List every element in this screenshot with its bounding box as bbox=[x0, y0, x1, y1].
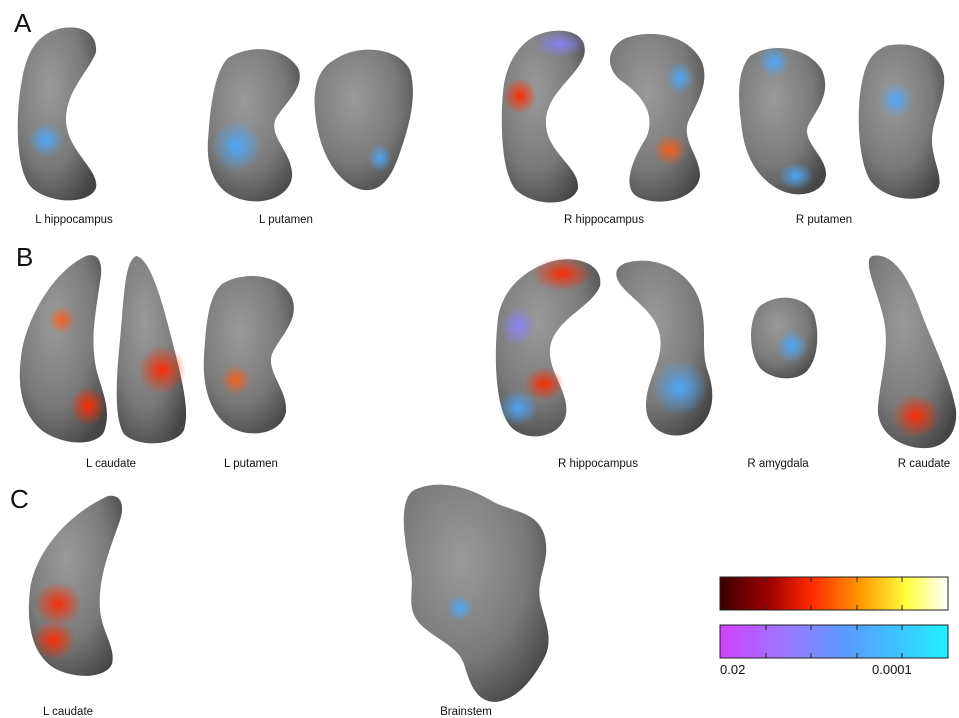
b-r-amygdala-shape bbox=[751, 297, 818, 379]
label-a-l-hippocampus: L hippocampus bbox=[35, 214, 113, 226]
label-c-brainstem: Brainstem bbox=[440, 706, 492, 718]
b-l-caudate-shape bbox=[19, 255, 107, 443]
b-r-hippocampus-second-view-shape bbox=[616, 260, 713, 436]
a-r-hippocampus-shape bbox=[501, 30, 586, 203]
a-r-hippocampus-second-view-shape bbox=[609, 33, 705, 202]
colorbar-ticks bbox=[765, 577, 903, 658]
a-l-putamen-second-view-shape bbox=[314, 49, 413, 191]
panel-letter-c: C bbox=[10, 484, 29, 514]
label-b-r-amygdala: R amygdala bbox=[747, 458, 809, 470]
label-b-l-putamen: L putamen bbox=[224, 458, 278, 470]
colorbar-positive bbox=[719, 576, 949, 611]
b-l-putamen-shape bbox=[203, 275, 294, 434]
a-r-putamen-second-view-shape bbox=[858, 44, 945, 199]
panel-letter-a: A bbox=[14, 8, 32, 38]
label-b-r-hippocampus: R hippocampus bbox=[558, 458, 638, 470]
c-brainstem-shape bbox=[403, 484, 549, 702]
label-a-l-putamen: L putamen bbox=[259, 214, 313, 226]
colorbar-tick-max: 0.0001 bbox=[872, 662, 912, 677]
b-r-caudate-shape bbox=[868, 255, 957, 449]
panel-letter-b: B bbox=[16, 242, 34, 272]
c-l-caudate-shape bbox=[28, 495, 123, 676]
label-c-l-caudate: L caudate bbox=[42, 706, 94, 718]
label-b-l-caudate: L caudate bbox=[85, 458, 137, 470]
colorbar bbox=[719, 576, 949, 659]
label-a-r-putamen: R putamen bbox=[795, 214, 853, 226]
colorbar-negative bbox=[719, 624, 949, 659]
label-b-r-caudate: R caudate bbox=[897, 458, 951, 470]
b-l-caudate-second-view-shape bbox=[116, 256, 187, 444]
a-r-putamen-shape bbox=[739, 46, 826, 195]
a-l-hippocampus-shape bbox=[17, 27, 97, 201]
colorbar-tick-min: 0.02 bbox=[720, 662, 746, 677]
a-l-putamen-shape bbox=[207, 49, 300, 202]
b-r-hippocampus-shape bbox=[495, 257, 601, 437]
label-a-r-hippocampus: R hippocampus bbox=[564, 214, 644, 226]
